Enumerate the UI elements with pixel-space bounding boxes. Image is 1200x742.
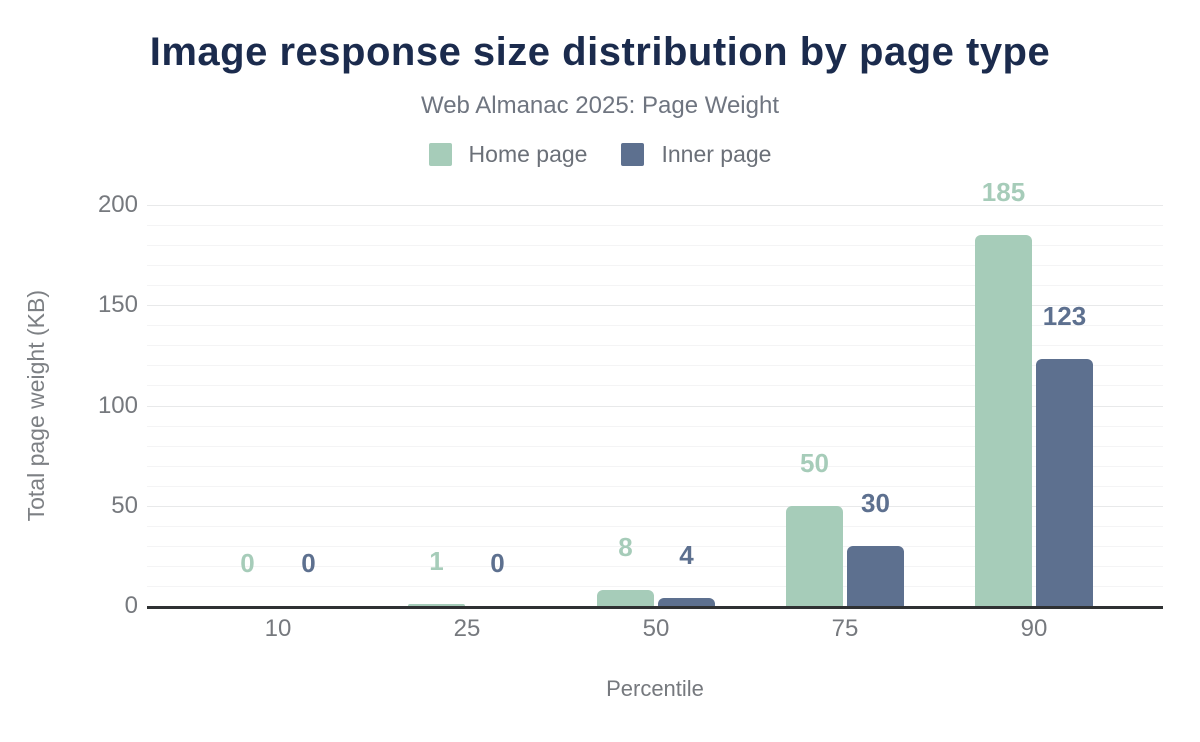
bar-group-p75: [785, 506, 905, 606]
bar-value-label: 0: [490, 548, 505, 578]
gridline-major: [147, 305, 1163, 307]
inner-page-swatch-icon: [621, 143, 645, 166]
bar-home-page[interactable]: [597, 590, 654, 606]
gridline-minor: [147, 525, 1163, 527]
gridline-minor: [147, 365, 1163, 367]
legend-item-home-page[interactable]: Home page: [428, 141, 588, 168]
gridline-minor: [147, 345, 1163, 347]
legend-label: Home page: [468, 141, 588, 167]
y-axis-tick-label: 100: [97, 391, 138, 419]
chart-subtitle: Web Almanac 2025: Page Weight: [420, 92, 779, 119]
y-axis-tick-label: 50: [111, 491, 138, 519]
gridline-minor: [147, 585, 1163, 587]
y-axis-tick-label: 200: [97, 191, 138, 218]
gridline-major: [147, 405, 1163, 407]
gridline-minor: [147, 265, 1163, 267]
bar-value-label: 4: [679, 540, 694, 570]
chart-title: Image response size distribution by page…: [149, 30, 1051, 74]
bar-value-label: 0: [301, 548, 316, 578]
gridline-minor: [147, 445, 1163, 447]
x-axis-tick-label: 50: [642, 615, 670, 642]
y-axis-tick-label: 150: [97, 291, 138, 319]
bar-inner-page[interactable]: [1036, 359, 1093, 606]
bar-value-label: 1: [429, 546, 444, 576]
bar-value-label: 123: [1042, 301, 1087, 331]
bar-group-p90: [974, 235, 1094, 606]
y-axis-tick-label: 0: [124, 592, 138, 619]
legend-item-inner-page[interactable]: Inner page: [621, 141, 771, 168]
legend: Home page Inner page: [0, 141, 1200, 168]
gridline-minor: [147, 325, 1163, 327]
legend-label: Inner page: [661, 141, 772, 167]
bar-group-p25: [407, 604, 527, 606]
plot-area: 0 0 1 0 8 4 50 30 185 123: [147, 179, 1163, 609]
bar-value-label: 8: [618, 532, 633, 562]
x-axis-tick-label: 25: [453, 615, 481, 642]
bar-value-label: 0: [240, 548, 255, 578]
x-axis-title: Percentile: [606, 676, 704, 701]
home-page-swatch-icon: [428, 143, 452, 166]
x-axis-tick-label: 10: [264, 615, 292, 642]
gridline-minor: [147, 385, 1163, 387]
bar-home-page[interactable]: [786, 506, 843, 606]
gridline-minor: [147, 485, 1163, 487]
gridline-major: [147, 205, 1163, 206]
gridline-minor: [147, 545, 1163, 547]
gridline-major: [147, 505, 1163, 507]
gridline-minor: [147, 465, 1163, 467]
x-axis-tick-label: 90: [1020, 615, 1048, 642]
gridline-minor: [147, 225, 1163, 227]
gridline-minor: [147, 245, 1163, 247]
bar-inner-page[interactable]: [847, 546, 904, 606]
gridline-minor: [147, 285, 1163, 287]
gridline-minor: [147, 565, 1163, 567]
gridline-minor: [147, 425, 1163, 427]
bar-home-page[interactable]: [975, 235, 1032, 606]
bar-value-label: 185: [981, 177, 1026, 207]
bar-value-label: 50: [800, 448, 829, 478]
bar-inner-page[interactable]: [658, 598, 715, 606]
x-axis-tick-label: 75: [831, 615, 859, 642]
x-axis-line: [147, 606, 1163, 609]
bar-home-page[interactable]: [408, 604, 465, 606]
bar-value-label: 30: [861, 488, 890, 518]
bar-group-p50: [596, 590, 716, 606]
